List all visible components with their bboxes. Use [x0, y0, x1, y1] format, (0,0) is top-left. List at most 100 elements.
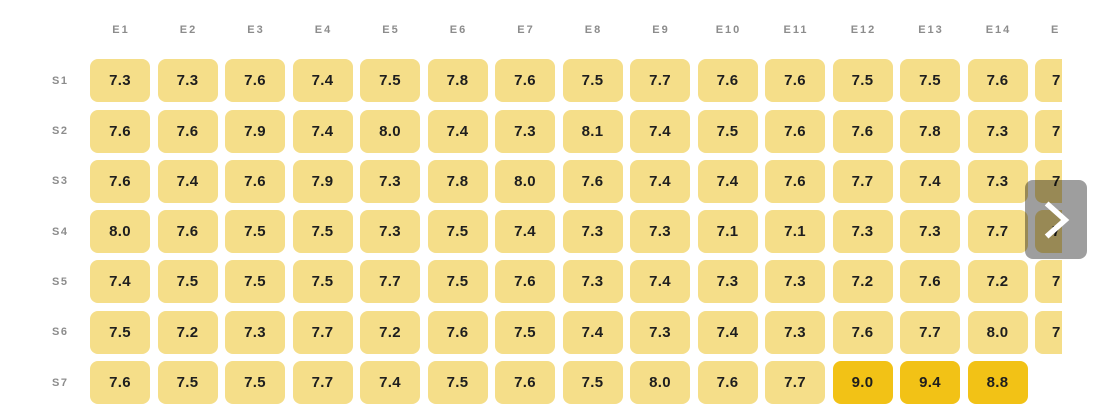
heatmap-cell[interactable]: 7.7: [292, 310, 353, 354]
heatmap-cell-clipped[interactable]: 7: [1035, 159, 1062, 203]
heatmap-cell[interactable]: 7.3: [765, 260, 825, 304]
heatmap-cell[interactable]: 7.6: [765, 109, 825, 153]
heatmap-cell[interactable]: 7.5: [427, 361, 488, 405]
heatmap-cell[interactable]: 8.8: [967, 361, 1028, 405]
heatmap-cell[interactable]: 7.3: [967, 159, 1028, 203]
heatmap-cell[interactable]: 7.6: [495, 260, 555, 304]
heatmap-cell[interactable]: 7.6: [90, 109, 150, 153]
heatmap-cell[interactable]: 7.3: [360, 159, 420, 203]
heatmap-cell[interactable]: 7.6: [225, 59, 285, 103]
heatmap-cell[interactable]: 7.7: [630, 59, 690, 103]
heatmap-cell[interactable]: 7.4: [157, 159, 218, 203]
heatmap-cell[interactable]: 7.9: [225, 109, 285, 153]
heatmap-cell[interactable]: 7.5: [427, 260, 488, 304]
heatmap-cell[interactable]: 7.3: [630, 310, 690, 354]
heatmap-cell[interactable]: 8.0: [630, 361, 690, 405]
heatmap-cell[interactable]: 7.6: [562, 159, 623, 203]
heatmap-cell[interactable]: 7.5: [225, 361, 285, 405]
heatmap-cell[interactable]: 7.6: [697, 361, 758, 405]
heatmap-cell[interactable]: 7.4: [900, 159, 960, 203]
heatmap-cell[interactable]: 7.3: [495, 109, 555, 153]
heatmap-cell[interactable]: 7.3: [967, 109, 1028, 153]
heatmap-cell[interactable]: 7.6: [495, 59, 555, 103]
heatmap-cell[interactable]: 7.6: [495, 361, 555, 405]
heatmap-cell-clipped[interactable]: 7: [1035, 260, 1062, 304]
heatmap-cell[interactable]: 7.5: [157, 260, 218, 304]
scroll-right-button[interactable]: [1025, 180, 1087, 259]
heatmap-cell[interactable]: 7.2: [157, 310, 218, 354]
heatmap-cell[interactable]: 7.5: [157, 361, 218, 405]
heatmap-cell[interactable]: 7.6: [697, 59, 758, 103]
heatmap-cell[interactable]: 7.6: [90, 361, 150, 405]
heatmap-cell[interactable]: 7.4: [495, 210, 555, 254]
heatmap-cell[interactable]: 7.7: [765, 361, 825, 405]
heatmap-cell[interactable]: 7.5: [427, 210, 488, 254]
heatmap-cell[interactable]: 7.8: [900, 109, 960, 153]
heatmap-cell[interactable]: 7.4: [697, 310, 758, 354]
heatmap-cell[interactable]: 7.5: [90, 310, 150, 354]
heatmap-cell[interactable]: 7.2: [832, 260, 893, 304]
heatmap-cell[interactable]: 7.7: [967, 210, 1028, 254]
heatmap-cell[interactable]: 7.5: [900, 59, 960, 103]
heatmap-cell[interactable]: 7.6: [765, 59, 825, 103]
heatmap-cell-clipped[interactable]: 7: [1035, 59, 1062, 103]
heatmap-cell[interactable]: 7.1: [765, 210, 825, 254]
heatmap-cell[interactable]: 7.6: [967, 59, 1028, 103]
heatmap-cell[interactable]: 9.0: [832, 361, 893, 405]
heatmap-cell[interactable]: 7.4: [630, 109, 690, 153]
heatmap-cell[interactable]: 7.5: [360, 59, 420, 103]
heatmap-cell[interactable]: 7.8: [427, 159, 488, 203]
heatmap-cell[interactable]: 7.4: [630, 159, 690, 203]
heatmap-cell[interactable]: 7.7: [292, 361, 353, 405]
heatmap-cell[interactable]: 7.6: [427, 310, 488, 354]
heatmap-cell[interactable]: 7.3: [765, 310, 825, 354]
heatmap-cell[interactable]: 7.7: [832, 159, 893, 203]
heatmap-cell[interactable]: 7.6: [765, 159, 825, 203]
heatmap-cell[interactable]: 7.2: [967, 260, 1028, 304]
heatmap-cell[interactable]: 8.0: [360, 109, 420, 153]
heatmap-cell[interactable]: 7.5: [225, 260, 285, 304]
heatmap-cell[interactable]: 7.5: [292, 260, 353, 304]
heatmap-cell-clipped[interactable]: 7: [1035, 210, 1062, 254]
heatmap-scroll-area[interactable]: E1 E2 E3 E4 E5 E6 E7 E8 E9 E10 E11 E12 E13 E14 E S1 7.3 7…: [0, 0, 1062, 420]
heatmap-cell-clipped[interactable]: 7: [1035, 109, 1062, 153]
heatmap-cell[interactable]: 7.3: [697, 260, 758, 304]
heatmap-cell[interactable]: 7.6: [157, 109, 218, 153]
heatmap-cell[interactable]: 7.4: [360, 361, 420, 405]
heatmap-cell[interactable]: 7.5: [225, 210, 285, 254]
heatmap-cell[interactable]: 7.4: [630, 260, 690, 304]
heatmap-cell[interactable]: 8.0: [90, 210, 150, 254]
heatmap-cell[interactable]: 7.3: [832, 210, 893, 254]
heatmap-cell[interactable]: 7.6: [225, 159, 285, 203]
heatmap-cell[interactable]: 7.6: [157, 210, 218, 254]
heatmap-cell[interactable]: 8.1: [562, 109, 623, 153]
heatmap-cell[interactable]: 7.3: [562, 210, 623, 254]
heatmap-cell[interactable]: 7.2: [360, 310, 420, 354]
heatmap-cell[interactable]: 7.1: [697, 210, 758, 254]
heatmap-cell[interactable]: 7.4: [292, 109, 353, 153]
heatmap-cell[interactable]: 7.4: [697, 159, 758, 203]
heatmap-cell[interactable]: 7.7: [900, 310, 960, 354]
heatmap-cell[interactable]: 7.5: [292, 210, 353, 254]
heatmap-cell[interactable]: 7.3: [360, 210, 420, 254]
heatmap-cell[interactable]: 8.0: [495, 159, 555, 203]
heatmap-cell[interactable]: 7.4: [90, 260, 150, 304]
heatmap-cell[interactable]: 7.5: [697, 109, 758, 153]
heatmap-cell[interactable]: 7.6: [832, 310, 893, 354]
heatmap-cell[interactable]: 7.6: [900, 260, 960, 304]
heatmap-cell-clipped[interactable]: 7: [1035, 310, 1062, 354]
heatmap-cell[interactable]: 7.4: [427, 109, 488, 153]
heatmap-cell[interactable]: 7.3: [90, 59, 150, 103]
heatmap-cell[interactable]: 9.4: [900, 361, 960, 405]
heatmap-cell[interactable]: 7.9: [292, 159, 353, 203]
heatmap-cell[interactable]: 8.0: [967, 310, 1028, 354]
heatmap-cell[interactable]: 7.3: [562, 260, 623, 304]
heatmap-cell[interactable]: 7.6: [832, 109, 893, 153]
heatmap-cell[interactable]: 7.7: [360, 260, 420, 304]
heatmap-cell[interactable]: 7.3: [225, 310, 285, 354]
heatmap-cell[interactable]: 7.5: [562, 361, 623, 405]
heatmap-cell[interactable]: 7.3: [630, 210, 690, 254]
heatmap-cell[interactable]: 7.5: [832, 59, 893, 103]
heatmap-cell[interactable]: 7.3: [157, 59, 218, 103]
heatmap-cell[interactable]: 7.4: [562, 310, 623, 354]
